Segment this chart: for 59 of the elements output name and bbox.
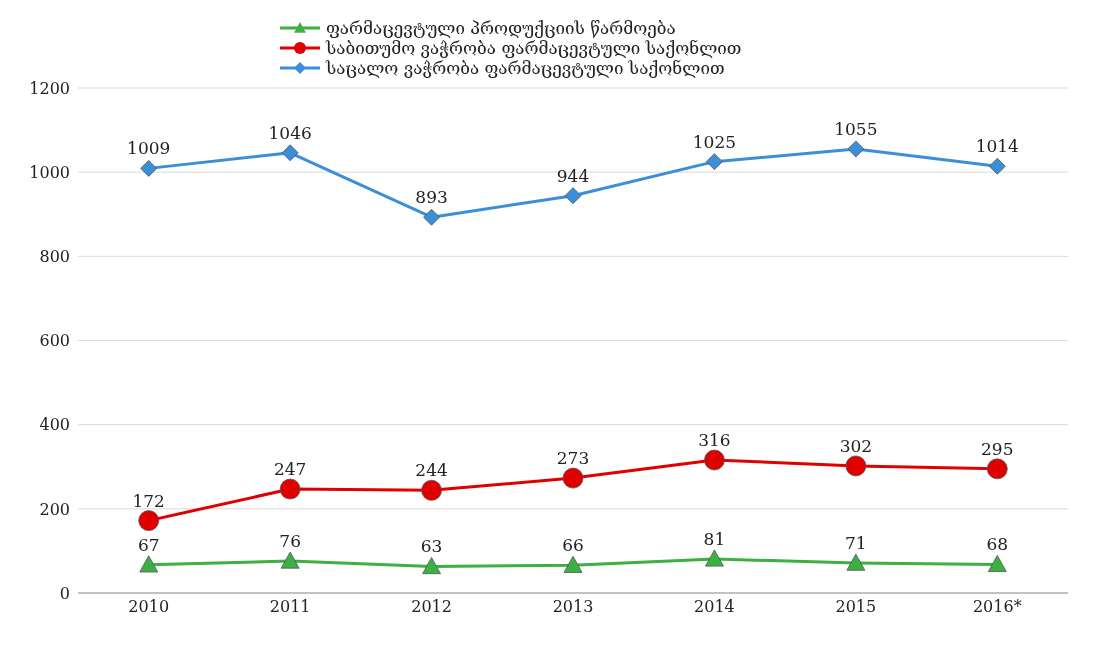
point [422,557,441,575]
data-label: 172 [132,490,165,511]
point [280,551,300,569]
x-tick-label: 2010 [128,597,170,617]
point [281,144,299,162]
point [564,187,582,205]
data-label: 244 [415,460,448,481]
y-tick-label: 1200 [29,78,70,98]
point [988,157,1006,175]
point [279,478,301,500]
data-label: 81 [703,528,726,549]
point [139,555,159,573]
point [562,467,584,489]
data-label: 1046 [268,122,312,143]
x-tick-label: 2013 [552,597,594,617]
data-label: 893 [415,187,448,208]
point [138,510,160,531]
x-tick-label: 2015 [835,597,877,617]
data-label: 1009 [127,138,171,159]
data-label: 302 [839,435,873,456]
point [847,140,865,158]
point [421,479,442,501]
point [704,449,725,471]
data-label: 316 [698,430,731,451]
point [563,555,583,573]
point [845,455,867,477]
point [423,208,440,226]
point [987,554,1007,572]
data-label: 247 [273,459,307,480]
point [705,549,724,567]
data-label: 944 [556,165,590,186]
y-tick-label: 1000 [29,162,70,182]
data-label: 63 [420,536,443,557]
x-tick-label: 2016* [972,597,1022,617]
data-label: 1014 [975,136,1019,157]
x-tick-label: 2012 [411,597,452,617]
legend-label: საბითუმო ვაჭრობა ფარმაცევტული საქონლით [326,38,742,58]
point [140,159,158,177]
data-label: 66 [562,535,584,556]
data-label: 1025 [692,131,737,152]
point [706,153,723,171]
point [846,553,866,571]
x-tick-label: 2011 [269,597,311,617]
y-tick-label: 0 [59,583,70,603]
data-label: 273 [556,448,590,469]
data-label: 1055 [834,119,878,140]
y-tick-label: 400 [39,415,70,435]
data-label: 71 [845,533,867,554]
data-label: 68 [986,534,1009,555]
y-tick-label: 600 [39,331,70,351]
data-label: 295 [981,438,1014,459]
x-tick-label: 2014 [694,597,735,617]
y-tick-label: 200 [39,499,70,519]
data-label: 76 [279,531,301,552]
legend-label: ფარმაცევტული პროდუქციის წარმოება [326,18,676,38]
legend-label: საცალო ვაჭრობა ფარმაცევტული საქონლით [326,58,725,78]
y-tick-label: 800 [39,247,70,267]
data-label: 67 [137,534,160,555]
point [986,458,1008,480]
